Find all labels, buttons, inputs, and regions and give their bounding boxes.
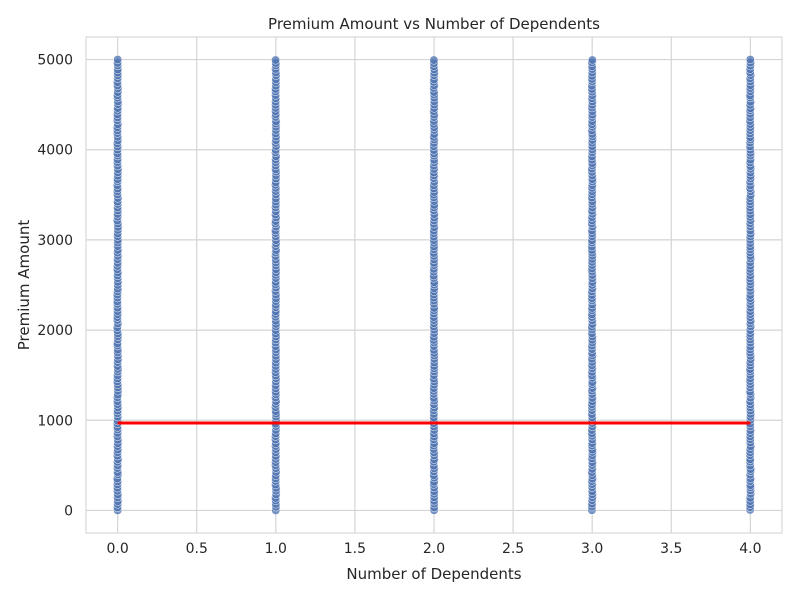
y-axis-ticks: 0 1000 2000 3000 4000 5000 — [37, 53, 73, 520]
x-tick-label: 2.5 — [502, 541, 524, 557]
scatter-column — [429, 55, 439, 515]
scatter-column — [112, 55, 123, 515]
scatter-column — [587, 55, 597, 515]
y-tick-label: 3000 — [37, 233, 73, 249]
chart-title: Premium Amount vs Number of Dependents — [268, 15, 600, 33]
x-tick-label: 4.0 — [739, 541, 761, 557]
scatter-point — [587, 55, 597, 65]
x-tick-label: 0.5 — [186, 541, 208, 557]
y-axis-label: Premium Amount — [15, 220, 33, 351]
y-tick-label: 5000 — [37, 53, 73, 69]
y-tick-label: 0 — [64, 503, 73, 519]
scatter-column — [745, 55, 756, 515]
scatter-column — [271, 55, 281, 515]
x-tick-label: 0.0 — [107, 541, 129, 557]
scatter-point — [271, 55, 281, 65]
data-points — [112, 55, 756, 515]
y-tick-label: 2000 — [37, 323, 73, 339]
x-tick-label: 1.5 — [344, 541, 366, 557]
scatter-point — [745, 55, 755, 64]
x-tick-label: 3.0 — [581, 541, 603, 557]
scatter-point — [113, 55, 123, 64]
x-axis-ticks: 0.0 0.5 1.0 1.5 2.0 2.5 3.0 3.5 4.0 — [107, 541, 762, 557]
x-axis-label: Number of Dependents — [346, 565, 521, 583]
x-tick-label: 3.5 — [660, 541, 682, 557]
x-tick-label: 1.0 — [265, 541, 287, 557]
y-tick-label: 4000 — [37, 143, 73, 159]
scatter-point — [429, 55, 439, 65]
y-tick-label: 1000 — [37, 413, 73, 429]
x-tick-label: 2.0 — [423, 541, 445, 557]
